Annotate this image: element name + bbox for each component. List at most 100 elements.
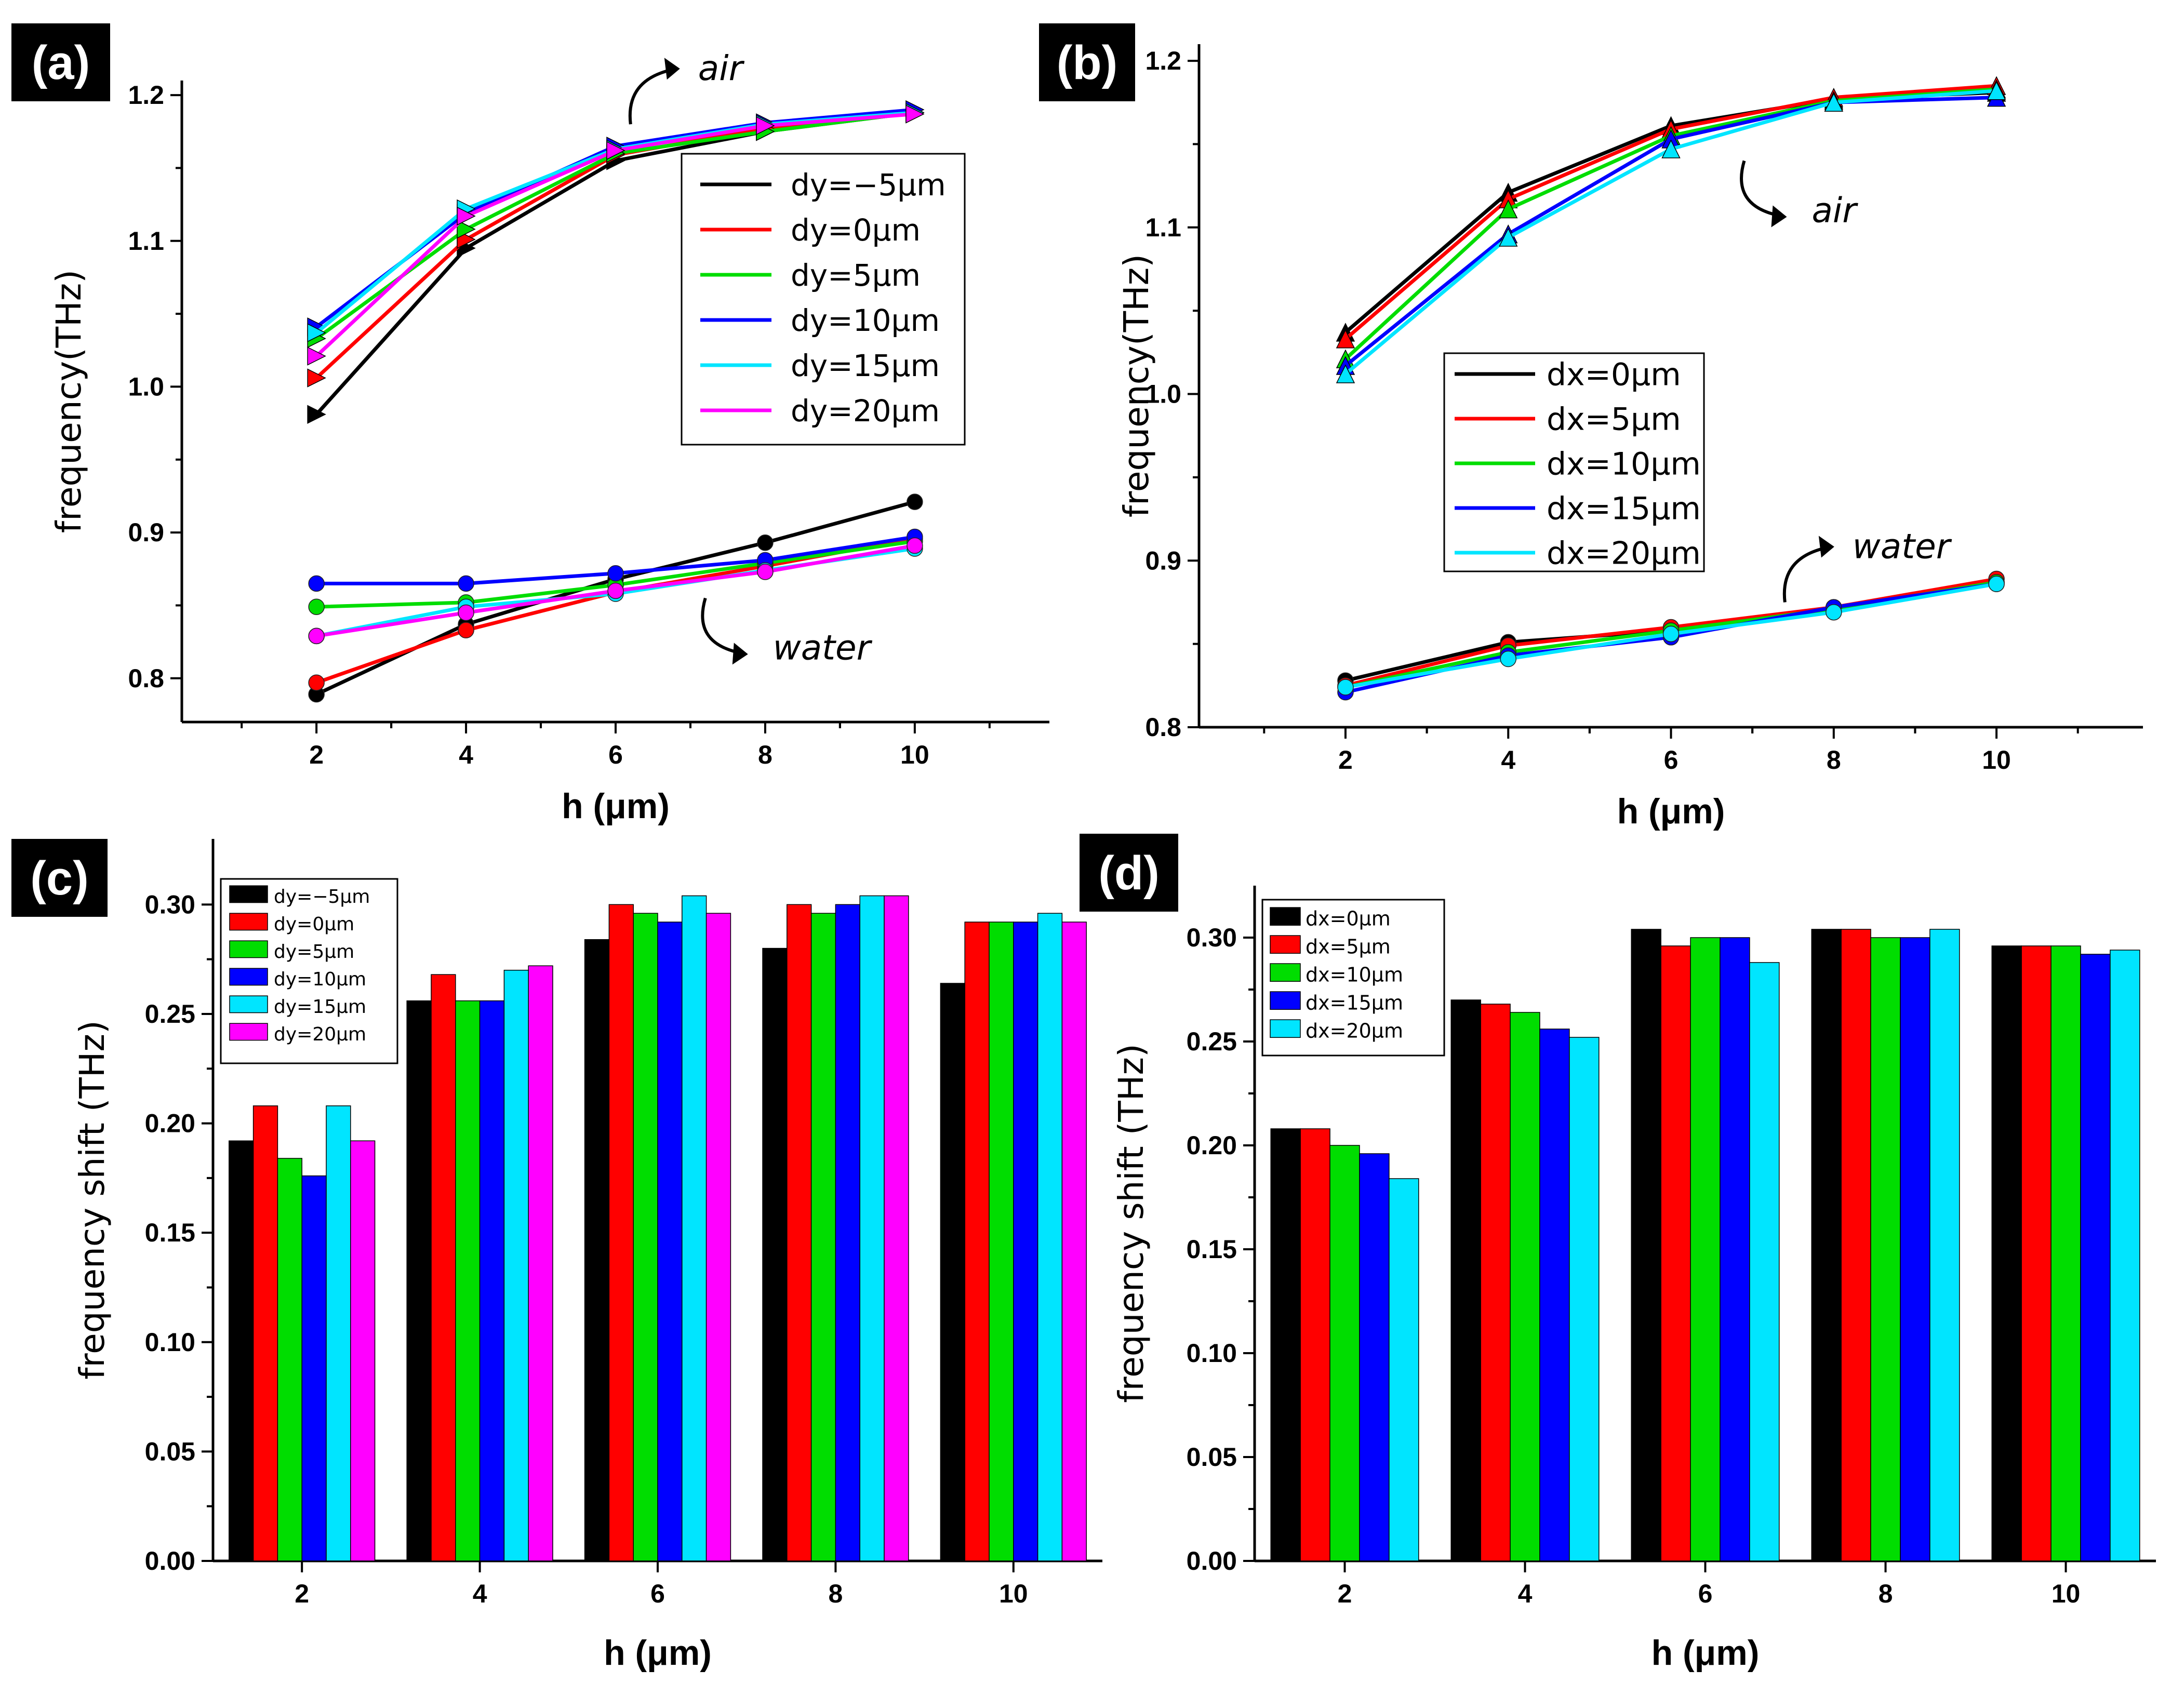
bar-dy=−5μm-h10	[940, 983, 965, 1561]
bar-dx=10μm-h2	[1329, 1145, 1360, 1561]
annotation-arrow	[701, 597, 740, 654]
bar-dy=20μm-h8	[884, 895, 909, 1561]
panel-label-a: (a)	[11, 23, 110, 101]
panel-label-text: (b)	[1057, 36, 1117, 89]
panel-label-b: (b)	[1039, 23, 1135, 101]
bar-dy=15μm-h6	[682, 895, 707, 1561]
legend-label: dx=20μm	[1547, 536, 1701, 572]
x-tick-label: 4	[1501, 745, 1515, 774]
legend-label: dy=−5μm	[274, 886, 370, 907]
data-point	[1337, 679, 1354, 696]
data-point	[308, 674, 325, 691]
x-tick-label: 8	[1827, 745, 1841, 774]
legend-swatch	[229, 968, 268, 986]
legend-entry: dy=−5μm	[700, 167, 946, 203]
annotation-label: air	[698, 48, 745, 88]
annotation-arrow	[1740, 160, 1779, 217]
data-point	[607, 582, 624, 599]
legend-label: dy=0μm	[791, 212, 921, 248]
legend-label: dy=15μm	[274, 996, 366, 1018]
series-air-dx=20μm	[1336, 81, 2006, 383]
bar-dy=−5μm-h6	[584, 939, 610, 1561]
bar-dy=20μm-h4	[528, 965, 553, 1561]
x-tick-label: 6	[650, 1579, 665, 1608]
bar-dy=20μm-h10	[1061, 921, 1087, 1561]
panel-label-background	[11, 23, 110, 101]
legend-b: dx=0μm dx=5μm dx=10μm dx=15μm dx=20μm	[1443, 352, 1705, 572]
x-tick-label: 8	[758, 740, 773, 769]
data-point	[1499, 199, 1518, 219]
annotation-label: water	[773, 627, 873, 667]
y-tick-label: 1.2	[128, 81, 164, 110]
y-tick-label: 0.20	[1187, 1131, 1237, 1160]
y-tick-label: 0.8	[128, 664, 164, 693]
bar-dx=10μm-h8	[1870, 937, 1901, 1561]
legend-label: dy=5μm	[791, 258, 921, 293]
legend-entry: dx=0μm	[1455, 357, 1681, 393]
annotation-arrowhead	[732, 643, 748, 665]
plot-area-b: 2 4 6 8 10 air water	[1263, 76, 2079, 774]
legend-label: dx=20μm	[1306, 1020, 1403, 1043]
legend-label: dy=15μm	[791, 348, 940, 383]
bar-dy=10μm-h2	[301, 1175, 327, 1561]
x-tick-label: 10	[2052, 1579, 2081, 1608]
plot-area-a: 2 4 6 8 10 air water	[241, 48, 991, 769]
y-axis-title: frequency(THz)	[1116, 254, 1156, 517]
bar-dx=5μm-h6	[1660, 945, 1691, 1561]
legend-label: dy=20μm	[791, 393, 940, 429]
y-tick-label: 0.20	[145, 1109, 195, 1138]
bar-dx=15μm-h4	[1539, 1028, 1570, 1561]
x-tick-label: 6	[1664, 745, 1679, 774]
legend-label: dx=0μm	[1547, 357, 1681, 393]
annotation-air: air	[1740, 160, 1858, 231]
legend-swatch	[1270, 963, 1301, 982]
x-axis-title: h (μm)	[1617, 792, 1725, 831]
bar-dy=5μm-h4	[455, 1000, 481, 1561]
legend-swatch	[229, 913, 268, 931]
bar-dx=15μm-h10	[2080, 954, 2111, 1561]
y-tick-label: 0.9	[1145, 546, 1181, 575]
series-air-dy=20μm	[307, 104, 925, 366]
data-point	[1500, 650, 1516, 667]
legend-entry: dy=20μm	[229, 1023, 366, 1045]
x-tick-label: 4	[459, 740, 473, 769]
bar-dy=10μm-h6	[657, 921, 683, 1561]
legend-entry: dy=−5μm	[229, 885, 370, 907]
x-tick-label: 8	[828, 1579, 843, 1608]
legend-entry: dy=15μm	[229, 995, 366, 1018]
legend-swatch	[1270, 991, 1301, 1010]
data-point	[757, 564, 774, 580]
bar-dy=5μm-h10	[989, 921, 1014, 1561]
bar-dx=5μm-h4	[1480, 1004, 1511, 1561]
legend-swatch	[1270, 935, 1301, 954]
panel-label-text: (d)	[1098, 847, 1159, 900]
data-point	[757, 535, 774, 551]
axes-b: 0.8 0.9 1.0 1.1 1.2 h (μm) frequency(THz)	[1116, 44, 2143, 831]
series-air-dx=15μm	[1336, 87, 2006, 375]
legend-label: dy=20μm	[274, 1024, 366, 1045]
y-tick-label: 0.00	[145, 1546, 195, 1575]
data-point	[307, 405, 326, 424]
bar-dx=20μm-h2	[1389, 1178, 1419, 1561]
annotation-arrow	[628, 68, 673, 125]
y-tick-label: 0.00	[1187, 1546, 1237, 1575]
data-point	[606, 141, 625, 160]
legend-entry: dy=0μm	[700, 212, 921, 248]
annotation-water: water	[1782, 526, 1952, 603]
panel-label-background	[1080, 834, 1178, 912]
annotation-label: air	[1812, 191, 1858, 231]
data-point	[1826, 604, 1842, 621]
x-tick-label: 4	[473, 1579, 487, 1608]
legend-frame	[681, 153, 966, 446]
x-tick-label: 10	[999, 1579, 1028, 1608]
data-point	[457, 220, 476, 239]
x-tick-label: 2	[309, 740, 324, 769]
data-point	[458, 575, 474, 592]
data-point	[307, 346, 326, 366]
bar-dy=10μm-h10	[1013, 921, 1038, 1561]
y-axis-title: frequency(THz)	[49, 270, 89, 533]
y-tick-label: 0.9	[128, 518, 164, 547]
bar-dx=15μm-h8	[1900, 937, 1930, 1561]
annotation-arrowhead	[664, 58, 680, 80]
